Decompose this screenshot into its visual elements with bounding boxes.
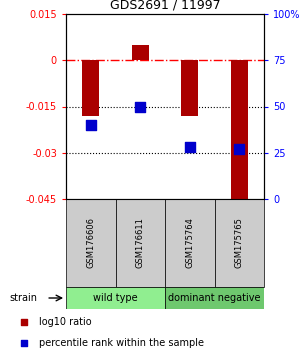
Bar xyxy=(165,199,214,287)
Text: GSM176606: GSM176606 xyxy=(86,217,95,268)
Bar xyxy=(165,287,264,309)
Point xyxy=(138,104,143,109)
Text: strain: strain xyxy=(9,293,37,303)
Title: GDS2691 / 11997: GDS2691 / 11997 xyxy=(110,0,220,11)
Bar xyxy=(66,199,116,287)
Text: GSM176611: GSM176611 xyxy=(136,218,145,268)
Bar xyxy=(231,60,248,199)
Point xyxy=(237,146,242,152)
Bar xyxy=(181,60,198,116)
Point xyxy=(22,319,26,324)
Bar xyxy=(82,60,99,116)
Text: percentile rank within the sample: percentile rank within the sample xyxy=(39,338,204,348)
Bar xyxy=(132,45,149,60)
Point xyxy=(187,144,192,150)
Bar xyxy=(116,199,165,287)
Bar xyxy=(66,287,165,309)
Point xyxy=(22,340,26,346)
Text: GSM175764: GSM175764 xyxy=(185,218,194,268)
Point xyxy=(88,122,93,128)
Text: wild type: wild type xyxy=(93,293,138,303)
Text: log10 ratio: log10 ratio xyxy=(39,316,92,327)
Bar xyxy=(214,199,264,287)
Text: dominant negative: dominant negative xyxy=(168,293,261,303)
Text: GSM175765: GSM175765 xyxy=(235,218,244,268)
